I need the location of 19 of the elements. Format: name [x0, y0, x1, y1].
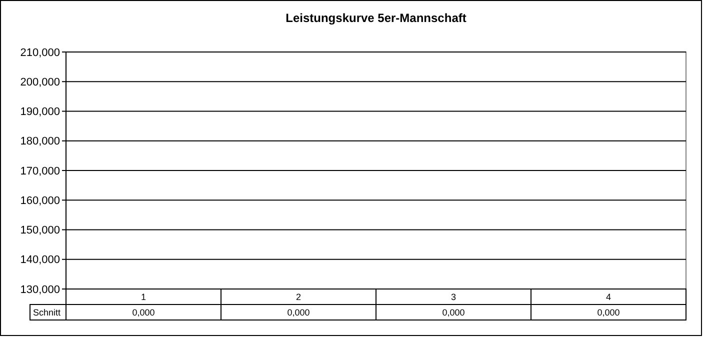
y-tick-label: 140,000: [20, 254, 60, 266]
text: 0,000: [287, 307, 310, 318]
y-tick-label: 190,000: [20, 106, 60, 118]
chart-title: Leistungskurve 5er-Mannschaft: [286, 11, 466, 25]
y-tick-label: 200,000: [20, 76, 60, 88]
x-tick-label: 1: [140, 292, 146, 302]
y-tick-label: 160,000: [20, 194, 60, 207]
x-tick-label: 2: [296, 292, 302, 302]
text: 0,000: [132, 307, 155, 318]
text: Schnitt: [33, 307, 62, 318]
y-tick-label: 150,000: [20, 224, 60, 237]
y-tick-label: 170,000: [20, 165, 60, 178]
text: 0,000: [597, 307, 620, 318]
text: 0,000: [442, 307, 465, 318]
y-tick-label: 210,000: [20, 46, 60, 59]
y-tick-label: 130,000: [20, 284, 60, 296]
x-tick-label: 4: [606, 292, 612, 302]
x-tick-label: 3: [450, 292, 456, 302]
y-tick-label: 180,000: [20, 136, 60, 148]
